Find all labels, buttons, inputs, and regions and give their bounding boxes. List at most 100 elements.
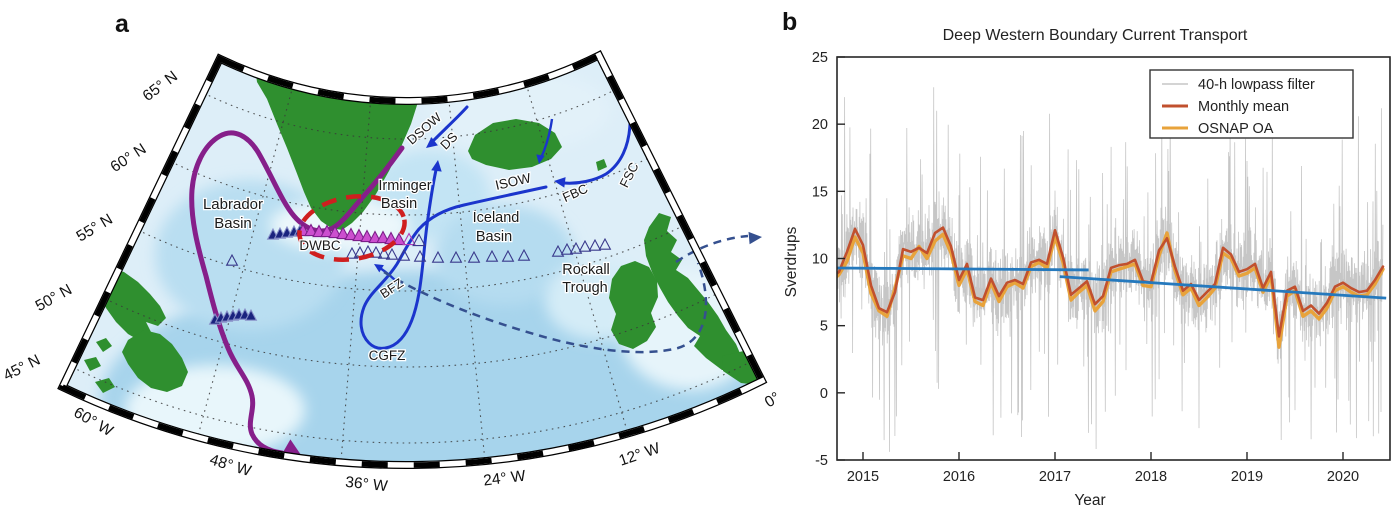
legend-label-osnap-oa: OSNAP OA (1198, 121, 1274, 137)
mooring-dwbc-array (304, 223, 318, 237)
y-axis-label: Sverdrups (783, 226, 800, 297)
isow-cgfz-current-path (359, 168, 548, 350)
landmass-newfoundland (122, 330, 188, 392)
map-label-iceland: Iceland (473, 210, 520, 226)
graticule-label-24-w: 24° W (482, 467, 526, 489)
parallel-line (71, 360, 753, 444)
mooring-dwbc-array (352, 228, 366, 242)
mooring-53n (244, 308, 258, 321)
mooring-dwbc-array (392, 232, 406, 246)
meridian-line (525, 83, 629, 434)
map-label-labrador: Labrador (203, 196, 263, 213)
graticule-label-0: 0° (762, 389, 784, 411)
mooring-dwbc-array (360, 229, 374, 243)
y-tick-label-0: 0 (820, 386, 828, 402)
meridian-line (197, 85, 294, 438)
graticule-label-45-n: 45° N (1, 352, 43, 385)
mooring-open (560, 242, 574, 255)
flow-arrowhead (426, 137, 438, 148)
meridian-line (340, 99, 372, 463)
panel-a-label: a (115, 10, 129, 38)
mooring-open (449, 250, 463, 263)
graticule-label-60-n: 60° N (108, 140, 150, 175)
mooring-open (517, 248, 531, 261)
mooring-dwbc-array (320, 224, 334, 238)
series-monthly-mean (837, 226, 1385, 338)
mooring-open (225, 253, 239, 266)
parallel-line (170, 156, 651, 216)
y-tick-label--5: -5 (815, 453, 828, 469)
legend-label-monthly-mean: Monthly mean (1198, 99, 1289, 115)
map-label-basin: Basin (214, 215, 252, 232)
y-tick-label-10: 10 (812, 252, 828, 268)
y-tick-label-15: 15 (812, 184, 828, 200)
graticule-label-55-n: 55° N (74, 211, 116, 246)
mooring-dwbc-array (344, 227, 358, 241)
mooring-open (385, 247, 399, 260)
y-tick-label-20: 20 (812, 117, 828, 133)
bathymetry-shade (435, 205, 575, 305)
north-iceland-current-path (539, 118, 554, 159)
x-tick-label-2015: 2015 (847, 469, 879, 485)
mooring-dwbc-array (376, 230, 390, 244)
mooring-dwbc-array (368, 230, 382, 244)
mooring-open (413, 249, 427, 262)
map-label-dwbc: DWBC (299, 238, 340, 253)
x-axis-label: Year (1074, 492, 1105, 509)
map-label-rockall: Rockall (562, 262, 610, 278)
map-label-basin: Basin (381, 196, 417, 212)
meridian-line (448, 98, 486, 462)
mooring-dwbc-array (312, 224, 326, 238)
mooring-open (467, 250, 481, 263)
mooring-dwbc-array (328, 225, 342, 239)
landmass-coastal-islet (95, 378, 115, 393)
flow-arrowhead (554, 177, 566, 188)
flow-arrowhead (431, 160, 442, 172)
mooring-open (578, 239, 592, 252)
map-basemap (62, 55, 762, 466)
x-tick-label-2016: 2016 (943, 469, 975, 485)
dwbc-highlight-ellipse (297, 194, 407, 262)
landmass-coastal-islet (96, 338, 112, 352)
legend-label-40-h-lowpass-filter: 40-h lowpass filter (1198, 77, 1315, 93)
mooring-open (501, 249, 515, 262)
y-tick-label-25: 25 (812, 50, 828, 66)
x-tick-label-2017: 2017 (1039, 469, 1071, 485)
map-panel: Labrador Basin Irminger Basin Iceland Basin Ro… (1, 50, 784, 495)
flow-arrowhead (374, 264, 384, 273)
trend-segment-2 (1059, 275, 1387, 300)
panel-b-label: b (782, 8, 798, 36)
mooring-dwbc-array (336, 226, 350, 240)
parallel-line (137, 224, 685, 292)
graticule-label-48-w: 48° W (208, 451, 254, 480)
mooring-open (598, 237, 612, 250)
flow-arrowhead (536, 154, 545, 164)
graticule-label-65-n: 65° N (140, 68, 181, 105)
flow-arrowhead (282, 439, 301, 455)
trend-segment-1 (837, 266, 1089, 272)
deep-pathway-dashed (383, 262, 708, 354)
map-label-trough: Trough (562, 280, 607, 296)
fsc-fbc-current-path (562, 122, 632, 185)
mooring-open (345, 246, 359, 259)
mooring-open-magenta (402, 232, 416, 246)
landmass-faroe (596, 159, 607, 171)
landmass-ireland (609, 261, 658, 349)
mooring-open (369, 245, 383, 258)
x-tick-label-2018: 2018 (1135, 469, 1167, 485)
flow-arrowhead (748, 231, 762, 245)
graticule-label-36-w: 36° W (345, 474, 389, 495)
x-tick-label-2020: 2020 (1327, 469, 1359, 485)
mooring-open (485, 249, 499, 262)
landmass-greenland (256, 74, 418, 230)
mooring-open (431, 250, 445, 263)
transport-chart: -5 0 5 10 15 20 25 2015 2016 2017 2018 2019 2020 Deep… (783, 27, 1391, 509)
graticule (71, 83, 753, 463)
chart-title: Deep Western Boundary Current Transport (943, 27, 1248, 44)
dwbc-current-path (189, 130, 405, 456)
mooring-open (412, 233, 426, 247)
y-tick-label-5: 5 (820, 319, 828, 335)
panel-link-arrow-dashed (675, 234, 749, 264)
